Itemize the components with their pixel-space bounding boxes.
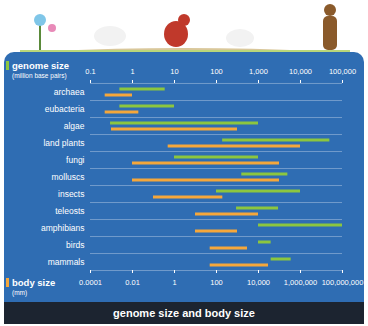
svg-text:100,000,000: 100,000,000 xyxy=(322,278,364,287)
html-text:(mm): (mm) xyxy=(12,288,28,296)
svg-text:10: 10 xyxy=(170,67,178,76)
svg-text:100,000: 100,000 xyxy=(329,67,356,76)
svg-text:insects: insects xyxy=(58,189,84,199)
svg-text:10,000: 10,000 xyxy=(289,67,312,76)
svg-text:eubacteria: eubacteria xyxy=(45,104,85,114)
svg-text:10,000: 10,000 xyxy=(247,278,270,287)
svg-text:1,000: 1,000 xyxy=(249,67,268,76)
svg-text:100: 100 xyxy=(210,67,223,76)
svg-text:archaea: archaea xyxy=(54,87,85,97)
svg-text:amphibians: amphibians xyxy=(41,223,84,233)
svg-text:0.0001: 0.0001 xyxy=(79,278,102,287)
svg-text:birds: birds xyxy=(66,240,84,250)
svg-text:1: 1 xyxy=(130,67,134,76)
svg-text:0.1: 0.1 xyxy=(85,67,95,76)
svg-text:land plants: land plants xyxy=(43,138,84,148)
html-text:genome size: genome size xyxy=(12,60,69,71)
svg-text:1: 1 xyxy=(172,278,176,287)
html-text:(million base pairs): (million base pairs) xyxy=(12,71,67,79)
html-text:body size: body size xyxy=(12,277,56,288)
svg-text:teleosts: teleosts xyxy=(55,206,84,216)
svg-text:molluscs: molluscs xyxy=(51,172,84,182)
svg-text:0.01: 0.01 xyxy=(125,278,140,287)
svg-text:100: 100 xyxy=(210,278,223,287)
svg-text:fungi: fungi xyxy=(66,155,85,165)
svg-text:algae: algae xyxy=(64,121,85,131)
svg-text:1,000,000: 1,000,000 xyxy=(284,278,317,287)
svg-text:mammals: mammals xyxy=(48,257,85,267)
html-text:genome size and body size: genome size and body size xyxy=(113,307,255,319)
